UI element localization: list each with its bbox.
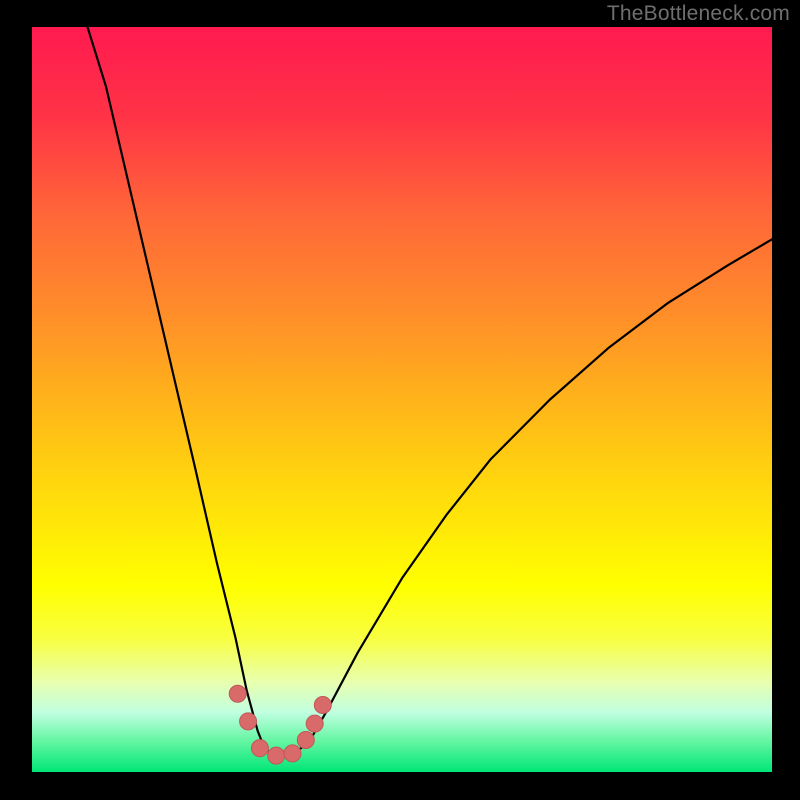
data-marker [268,747,285,764]
watermark-text: TheBottleneck.com [607,2,790,26]
data-marker [251,740,268,757]
data-marker [229,685,246,702]
chart-container: TheBottleneck.com [0,0,800,800]
data-marker [297,731,314,748]
plot-background [32,27,772,772]
data-marker [240,713,257,730]
data-marker [284,745,301,762]
bottleneck-chart [0,0,800,800]
data-marker [306,715,323,732]
data-marker [314,696,331,713]
